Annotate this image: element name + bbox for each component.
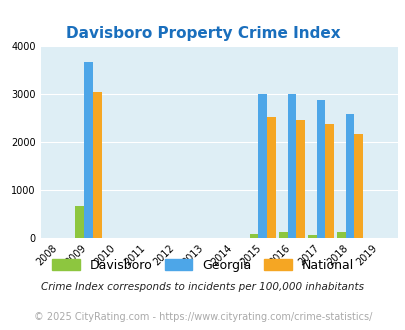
Text: Crime Index corresponds to incidents per 100,000 inhabitants: Crime Index corresponds to incidents per… xyxy=(41,282,364,292)
Legend: Davisboro, Georgia, National: Davisboro, Georgia, National xyxy=(47,254,358,277)
Bar xyxy=(287,94,296,238)
Bar xyxy=(345,114,354,238)
Bar xyxy=(84,61,93,238)
Bar xyxy=(258,94,266,238)
Bar xyxy=(75,207,84,238)
Bar xyxy=(266,117,275,238)
Bar xyxy=(93,92,101,238)
Bar xyxy=(316,100,324,238)
Bar xyxy=(354,134,362,238)
Bar xyxy=(336,232,345,238)
Text: Davisboro Property Crime Index: Davisboro Property Crime Index xyxy=(66,26,339,41)
Bar xyxy=(307,235,316,238)
Bar xyxy=(296,120,304,238)
Bar xyxy=(249,234,258,238)
Text: © 2025 CityRating.com - https://www.cityrating.com/crime-statistics/: © 2025 CityRating.com - https://www.city… xyxy=(34,312,371,322)
Bar xyxy=(278,232,287,238)
Bar xyxy=(324,124,333,238)
